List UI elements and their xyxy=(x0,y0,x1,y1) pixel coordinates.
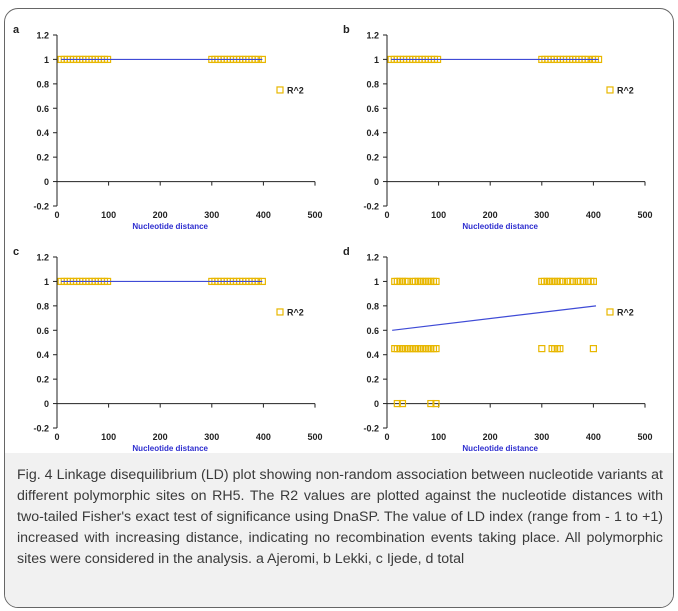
y-tick-label: 0.2 xyxy=(366,375,379,385)
y-tick-label: 0.4 xyxy=(36,350,49,360)
y-tick-label: 0.2 xyxy=(366,153,379,163)
y-tick-label: 0 xyxy=(44,399,49,409)
data-point xyxy=(398,399,407,408)
data-point xyxy=(589,277,597,286)
y-tick-label: 1 xyxy=(374,55,379,65)
x-tick-label: 500 xyxy=(637,432,652,442)
legend-marker xyxy=(276,86,284,94)
data-point xyxy=(579,277,587,286)
x-tick-label: 400 xyxy=(586,210,601,220)
y-tick-label: 0.2 xyxy=(36,375,49,385)
x-tick-label: 200 xyxy=(153,210,168,220)
legend-label: R^2 xyxy=(617,307,634,317)
x-axis-title: Nucleotide distance xyxy=(462,222,538,231)
panel-b: b -0.2 0 0.2 0.4 0.6 0.8 1 1.2 0 100 200 300 400 500 Nu… xyxy=(343,24,653,231)
trend-line xyxy=(392,305,597,331)
y-tick-label: -0.2 xyxy=(363,202,379,212)
x-tick-label: 500 xyxy=(307,210,322,220)
y-tick-label: 1.2 xyxy=(366,31,379,41)
panel-label: d xyxy=(343,246,350,258)
data-point xyxy=(569,277,577,286)
figure-caption: Fig. 4 Linkage disequilibrium (LD) plot … xyxy=(17,467,663,567)
panel-label: c xyxy=(13,246,19,258)
x-tick-label: 500 xyxy=(307,432,322,442)
y-tick-label: 0.6 xyxy=(366,104,379,114)
x-tick-label: 500 xyxy=(637,210,652,220)
panel-label: b xyxy=(343,24,350,36)
data-point xyxy=(404,277,412,286)
y-tick-label: 0.8 xyxy=(36,79,49,89)
data-point xyxy=(432,399,440,408)
data-point xyxy=(432,277,440,286)
y-tick-label: 0.2 xyxy=(36,153,49,163)
panel-label: a xyxy=(13,24,20,36)
x-tick-label: 0 xyxy=(54,210,59,220)
data-point xyxy=(556,345,564,353)
x-tick-label: 200 xyxy=(483,210,498,220)
y-tick-label: 1.2 xyxy=(366,253,379,263)
y-tick-label: 0.8 xyxy=(36,301,49,311)
y-tick-label: 1.2 xyxy=(36,253,49,263)
y-tick-label: 0.4 xyxy=(366,350,379,360)
y-tick-label: 1 xyxy=(44,55,49,65)
legend-marker xyxy=(606,86,614,94)
x-tick-label: 0 xyxy=(384,432,389,442)
panel-c: c -0.2 0 0.2 0.4 0.6 0.8 1 1.2 0 100 200 300 400 500 Nu… xyxy=(13,246,323,453)
x-axis-title: Nucleotide distance xyxy=(132,444,208,453)
y-tick-label: 0 xyxy=(374,177,379,187)
y-tick-label: -0.2 xyxy=(33,424,49,434)
legend-label: R^2 xyxy=(287,307,304,317)
legend-label: R^2 xyxy=(617,85,634,95)
x-tick-label: 100 xyxy=(101,432,116,442)
x-tick-label: 300 xyxy=(534,210,549,220)
y-tick-label: 0.6 xyxy=(366,326,379,336)
x-tick-label: 100 xyxy=(431,432,446,442)
legend-label: R^2 xyxy=(287,85,304,95)
y-tick-label: 0.6 xyxy=(36,326,49,336)
y-tick-label: 0 xyxy=(44,177,49,187)
x-tick-label: 100 xyxy=(101,210,116,220)
caption-area: Fig. 4 Linkage disequilibrium (LD) plot … xyxy=(5,453,673,607)
data-point xyxy=(589,345,597,353)
legend-marker xyxy=(606,308,614,316)
y-tick-label: 0.4 xyxy=(36,128,49,138)
panel-a: a -0.2 0 0.2 0.4 0.6 0.8 1 1.2 0 100 200 300 400 500 Nu… xyxy=(13,24,323,231)
x-tick-label: 400 xyxy=(256,210,271,220)
x-tick-label: 0 xyxy=(54,432,59,442)
x-tick-label: 200 xyxy=(483,432,498,442)
x-axis-title: Nucleotide distance xyxy=(132,222,208,231)
x-tick-label: 400 xyxy=(586,432,601,442)
data-point xyxy=(393,399,401,408)
x-tick-label: 100 xyxy=(431,210,446,220)
y-tick-label: -0.2 xyxy=(363,424,379,434)
panel-d: d -0.2 0 0.2 0.4 0.6 0.8 1 1.2 0 100 200 300 400 500 Nu… xyxy=(343,246,653,453)
data-point xyxy=(432,345,440,353)
data-point xyxy=(558,277,567,286)
y-tick-label: 0.6 xyxy=(36,104,49,114)
data-point xyxy=(538,345,546,353)
y-tick-label: 1.2 xyxy=(36,31,49,41)
y-tick-label: 0 xyxy=(374,399,379,409)
x-tick-label: 400 xyxy=(256,432,271,442)
x-tick-label: 0 xyxy=(384,210,389,220)
x-tick-label: 200 xyxy=(153,432,168,442)
y-tick-label: 0.4 xyxy=(366,128,379,138)
y-tick-label: 1 xyxy=(374,277,379,287)
x-tick-label: 300 xyxy=(204,432,219,442)
legend-marker xyxy=(276,308,284,316)
figure: a -0.2 0 0.2 0.4 0.6 0.8 1 1.2 0 100 200 300 400 500 Nu… xyxy=(4,8,674,608)
y-tick-label: 0.8 xyxy=(366,79,379,89)
x-tick-label: 300 xyxy=(204,210,219,220)
data-point xyxy=(427,399,435,408)
y-tick-label: -0.2 xyxy=(33,202,49,212)
y-tick-label: 0.8 xyxy=(366,301,379,311)
y-tick-label: 1 xyxy=(44,277,49,287)
x-tick-label: 300 xyxy=(534,432,549,442)
plots-area: a-0.200.20.40.60.811.20 100 200 300 400 500Nu… xyxy=(13,24,653,453)
x-axis-title: Nucleotide distance xyxy=(462,444,538,453)
